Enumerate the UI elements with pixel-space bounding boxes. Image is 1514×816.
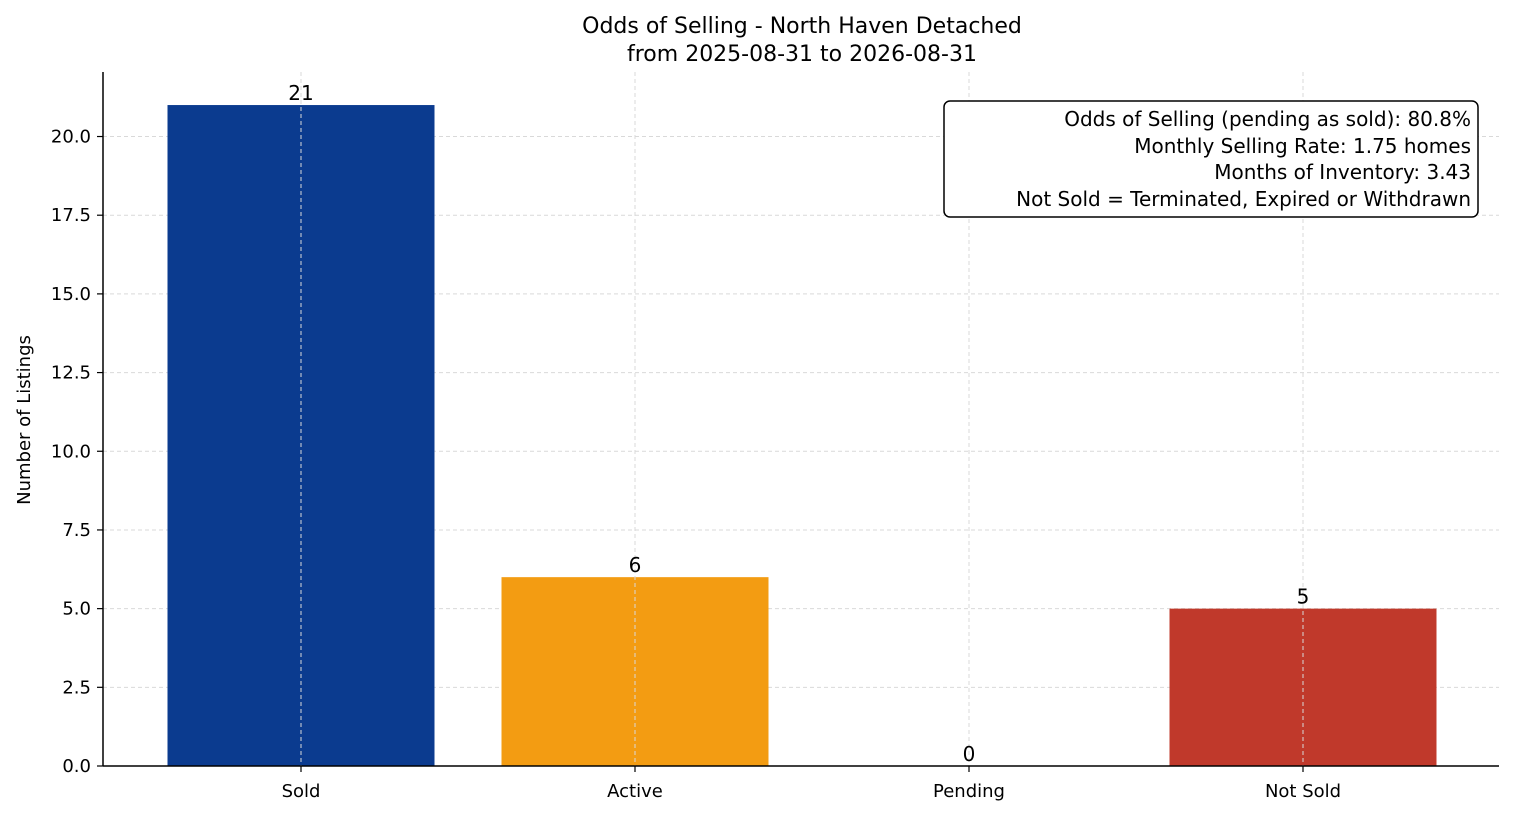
y-tick-label: 17.5 <box>51 205 91 226</box>
y-tick-label: 20.0 <box>51 127 91 148</box>
y-axis-label: Number of Listings <box>14 335 35 505</box>
annotation-months-of-inventory: Months of Inventory: 3.43 <box>1214 160 1471 184</box>
chart-subtitle: from 2025-08-31 to 2026-08-31 <box>627 42 977 67</box>
y-tick-label: 0.0 <box>62 756 91 777</box>
x-tick-label: Sold <box>282 781 321 802</box>
annotation-box-frame <box>943 100 1479 218</box>
x-axis-ticks: Sold Active Pending Not Sold <box>282 766 1341 802</box>
stats-annotation-box: Odds of Selling (pending as sold): 80.8%… <box>943 100 1479 218</box>
bar-value-label: 21 <box>288 81 313 105</box>
bar-value-label: 6 <box>629 553 642 577</box>
annotation-monthly-selling-rate: Monthly Selling Rate: 1.75 homes <box>1134 134 1471 158</box>
x-tick-label: Pending <box>933 781 1005 802</box>
bar-value-label: 0 <box>963 742 976 766</box>
y-tick-label: 15.0 <box>51 284 91 305</box>
y-tick-label: 5.0 <box>62 599 91 620</box>
bar-sold <box>167 105 435 767</box>
y-axis-ticks: 0.0 2.5 5.0 7.5 10.0 12.5 15.0 17.5 20.0 <box>51 127 103 777</box>
y-tick-label: 2.5 <box>62 677 91 698</box>
bar-value-label: 5 <box>1297 585 1310 609</box>
annotation-odds-of-selling: Odds of Selling (pending as sold): 80.8% <box>1064 107 1471 131</box>
x-tick-label: Not Sold <box>1265 781 1341 802</box>
y-tick-label: 7.5 <box>62 520 91 541</box>
x-tick-label: Active <box>607 781 663 802</box>
y-tick-label: 12.5 <box>51 363 91 384</box>
bar-active <box>501 577 769 766</box>
annotation-not-sold-definition: Not Sold = Terminated, Expired or Withdr… <box>1016 187 1471 211</box>
y-tick-label: 10.0 <box>51 441 91 462</box>
chart-title: Odds of Selling - North Haven Detached <box>582 14 1022 39</box>
